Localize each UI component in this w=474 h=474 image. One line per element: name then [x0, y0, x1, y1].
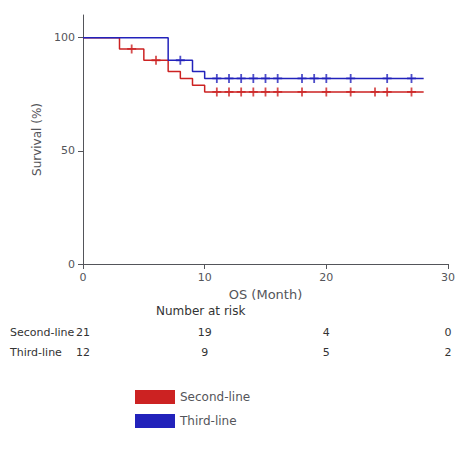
svg-text:50: 50 [61, 144, 75, 157]
svg-text:10: 10 [198, 271, 212, 284]
svg-text:Third-line: Third-line [9, 346, 62, 359]
svg-text:0: 0 [68, 258, 75, 271]
svg-text:Third-line: Third-line [179, 414, 237, 428]
svg-text:Second-line: Second-line [10, 326, 75, 339]
svg-text:OS (Month): OS (Month) [229, 287, 303, 302]
svg-text:0: 0 [80, 271, 87, 284]
svg-text:2: 2 [445, 346, 452, 359]
svg-text:12: 12 [76, 346, 90, 359]
svg-text:0: 0 [445, 326, 452, 339]
svg-text:9: 9 [201, 346, 208, 359]
svg-text:Second-line: Second-line [180, 390, 250, 404]
svg-text:19: 19 [198, 326, 212, 339]
svg-text:Number at risk: Number at risk [156, 304, 245, 318]
svg-text:Survival (%): Survival (%) [30, 103, 44, 176]
svg-text:30: 30 [441, 271, 455, 284]
svg-text:20: 20 [319, 271, 333, 284]
svg-text:100: 100 [54, 31, 75, 44]
svg-text:4: 4 [323, 326, 330, 339]
svg-text:21: 21 [76, 326, 90, 339]
svg-text:5: 5 [323, 346, 330, 359]
